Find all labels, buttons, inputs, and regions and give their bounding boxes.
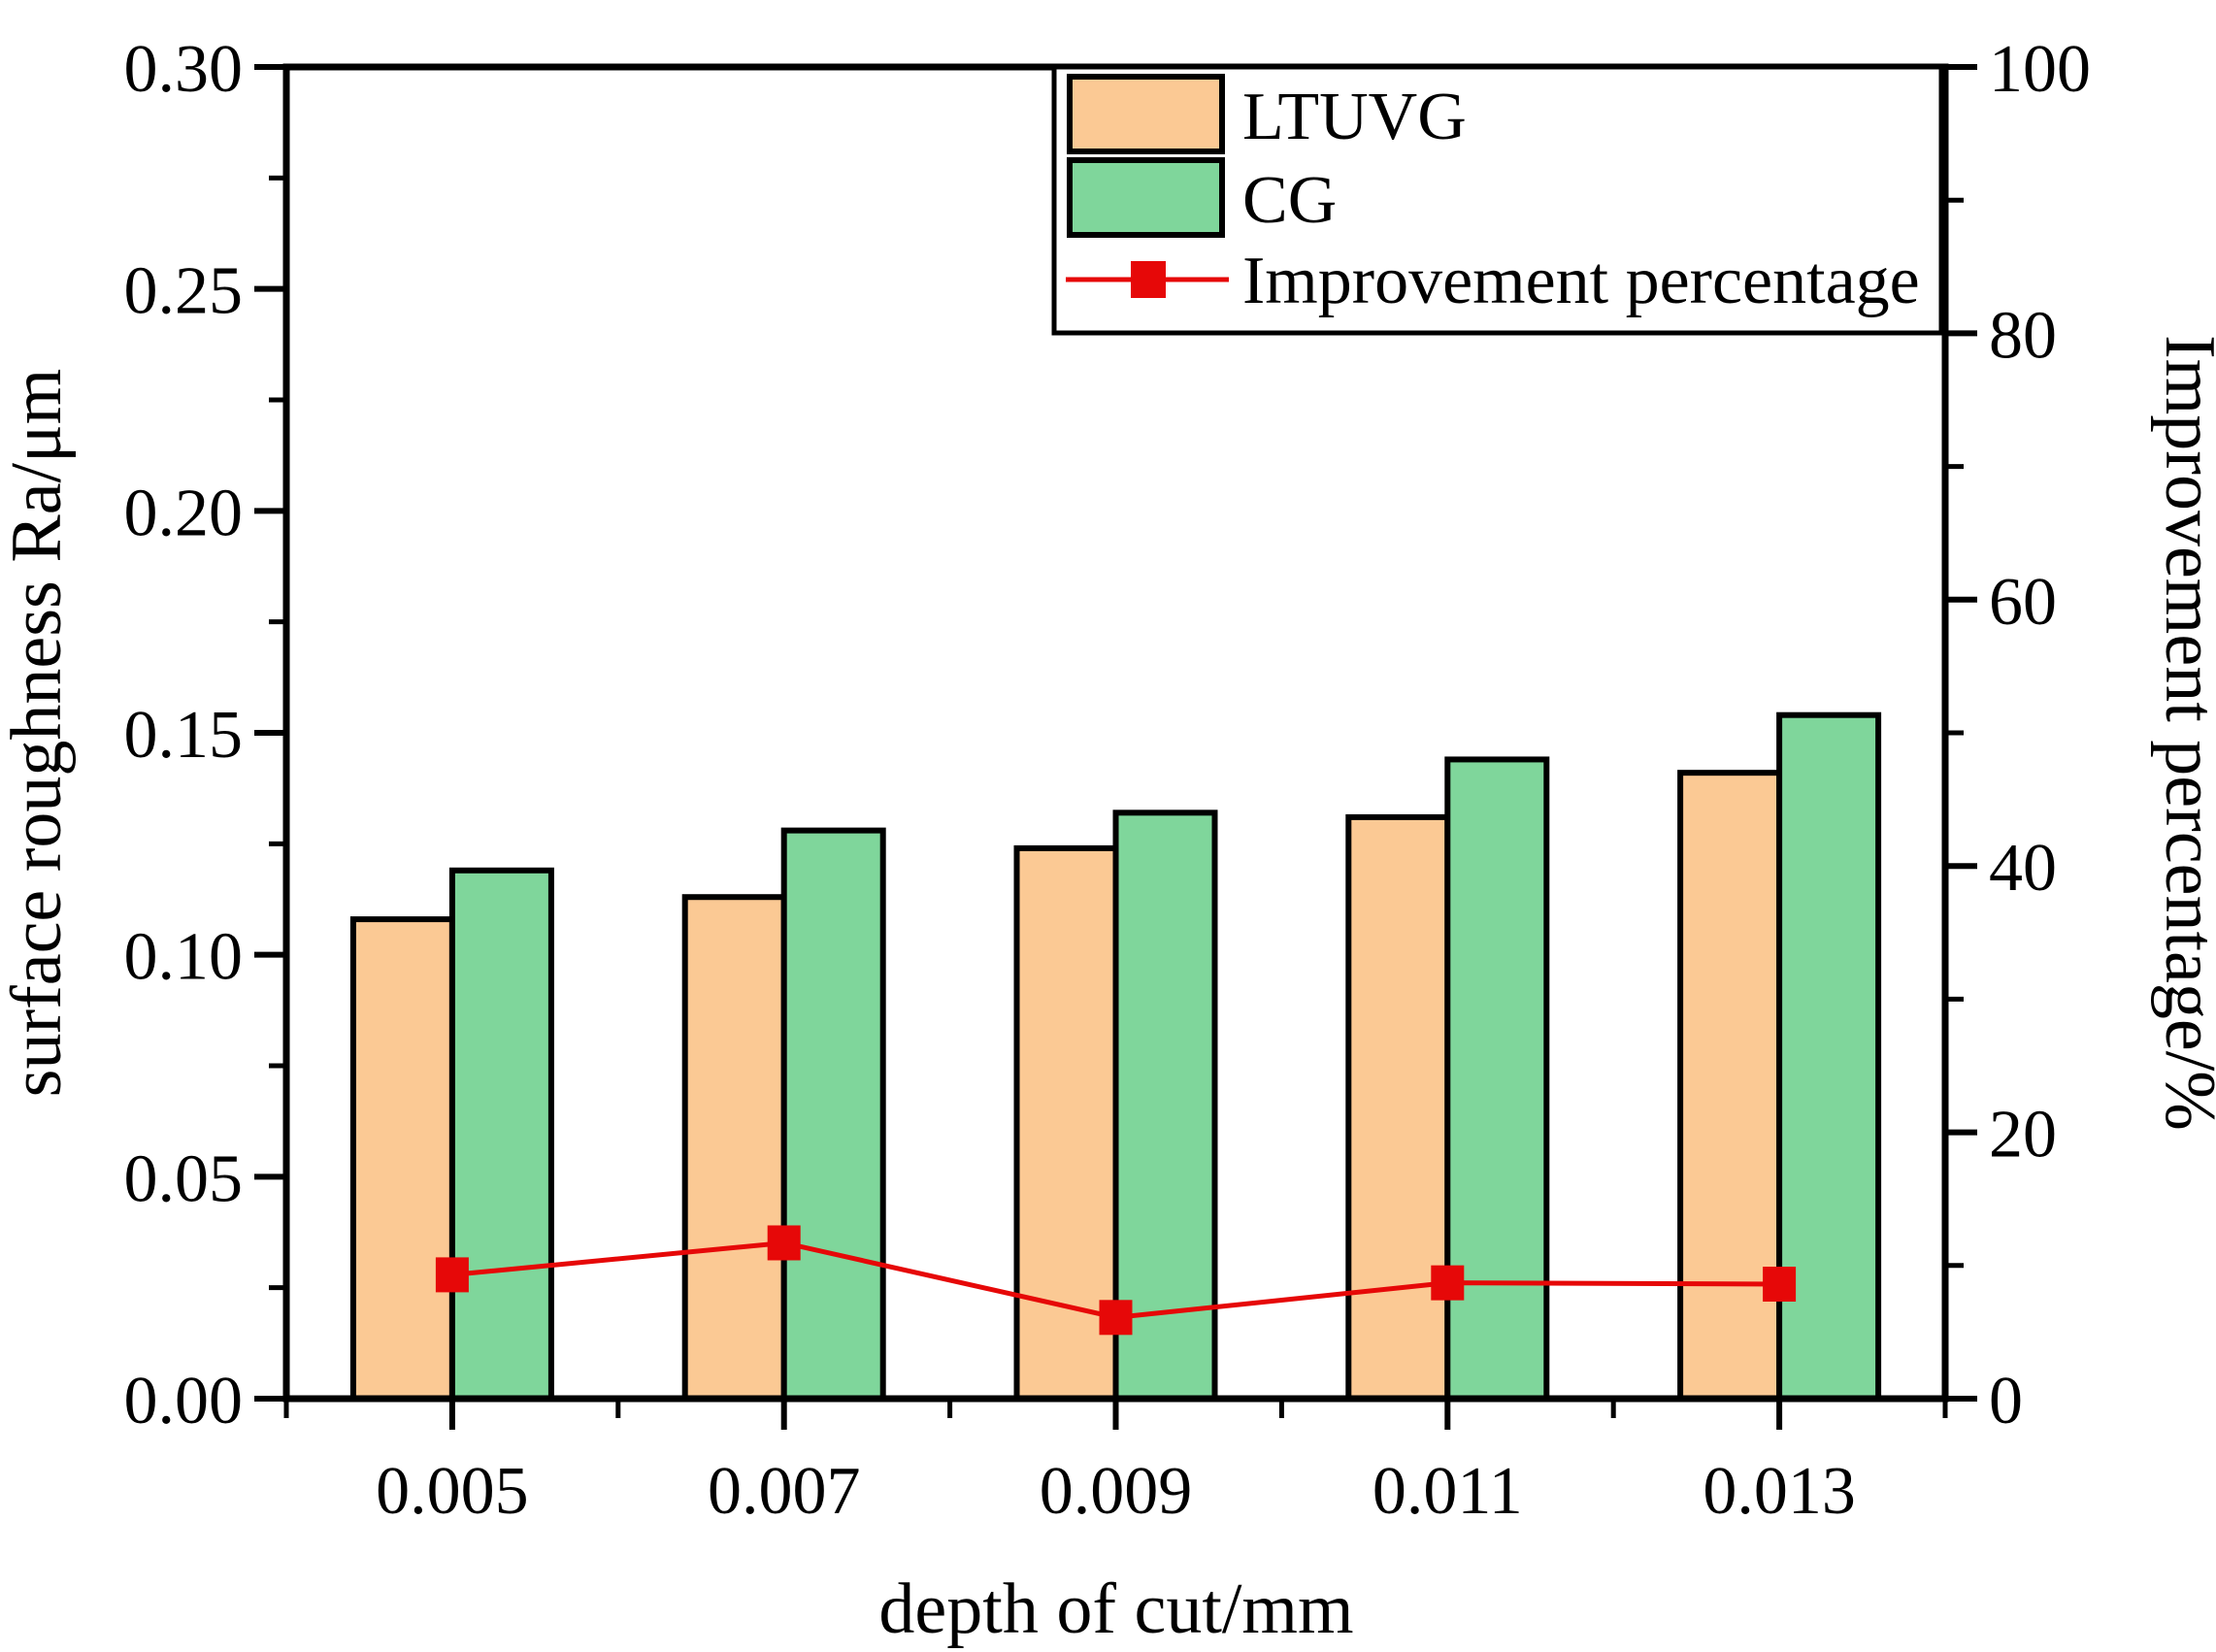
legend-square-marker: [1131, 261, 1166, 298]
x-tick-label: 0.013: [1703, 1454, 1856, 1529]
left-tick-label: 0.25: [124, 254, 244, 329]
tick-labels-layer: 0.00 0.05 0.10 0.15 0.20 0.25 0.30 0 20 40 60 80 100…: [124, 32, 2092, 1529]
legend: LTUVG CG Improvement percentage: [1051, 64, 1944, 336]
x-tick-label: 0.007: [708, 1454, 861, 1529]
cg-bar-0.005: [448, 867, 554, 1402]
legend-label-cg: CG: [1242, 163, 1337, 238]
bars-layer: [349, 711, 1882, 1403]
ltuvg-bar-0.011: [1345, 813, 1451, 1402]
left-tick-label: 0.30: [124, 32, 244, 107]
ltuvg-bar-0.007: [681, 894, 787, 1402]
legend-label-improvement: Improvement percentage: [1242, 244, 1920, 318]
cg-bar-0.011: [1444, 756, 1550, 1402]
x-tick-label: 0.009: [1040, 1454, 1193, 1529]
legend-label-ltuvg: LTUVG: [1242, 80, 1467, 154]
legend-swatch-cg: [1067, 157, 1225, 238]
right-tick-label: 80: [1989, 298, 2057, 373]
improvement-marker-0.009: [1099, 1300, 1133, 1336]
right-tick-label: 100: [1989, 32, 2091, 107]
left-tick-label: 0.00: [124, 1364, 244, 1438]
line-series-layer: [435, 1225, 1797, 1336]
cg-bar-0.007: [780, 827, 886, 1402]
right-tick-label: 20: [1989, 1098, 2057, 1173]
ticks-layer: [254, 64, 1977, 1430]
left-tick-label: 0.10: [124, 920, 244, 995]
improvement-marker-0.005: [435, 1257, 469, 1293]
left-axis-title: surface roughness Ra/μm: [0, 369, 77, 1098]
right-tick-label: 40: [1989, 831, 2057, 906]
x-tick-label: 0.005: [376, 1454, 529, 1529]
left-tick-label: 0.15: [124, 698, 244, 773]
improvement-marker-0.013: [1763, 1267, 1797, 1303]
ltuvg-bar-0.013: [1677, 770, 1783, 1402]
right-axis-title: Improvement percentage/%: [2150, 335, 2216, 1131]
ltuvg-bar-0.005: [349, 916, 455, 1403]
right-tick-label: 0: [1989, 1364, 2023, 1438]
x-tick-label: 0.011: [1373, 1454, 1523, 1529]
left-tick-label: 0.20: [124, 476, 244, 550]
legend-swatch-ltuvg: [1067, 74, 1225, 154]
x-axis-title: depth of cut/mm: [878, 1569, 1353, 1649]
improvement-marker-0.011: [1431, 1265, 1465, 1301]
improvement-marker-0.007: [767, 1225, 801, 1261]
left-tick-label: 0.05: [124, 1141, 244, 1216]
right-tick-label: 60: [1989, 565, 2057, 640]
